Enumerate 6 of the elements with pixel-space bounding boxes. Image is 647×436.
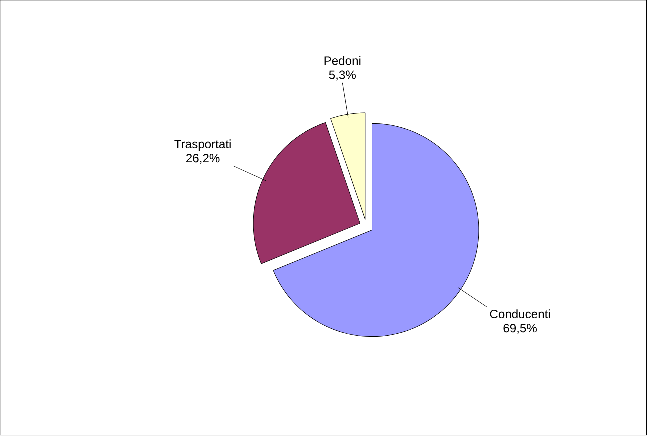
slice-label: Trasportati <box>174 140 231 152</box>
data-label: 26,2% <box>186 154 220 164</box>
data-label: 69,5% <box>504 324 537 334</box>
slice-label: Pedoni <box>324 56 361 66</box>
slice-label: Conducenti <box>490 310 550 319</box>
data-label: 5,3% <box>329 70 356 81</box>
